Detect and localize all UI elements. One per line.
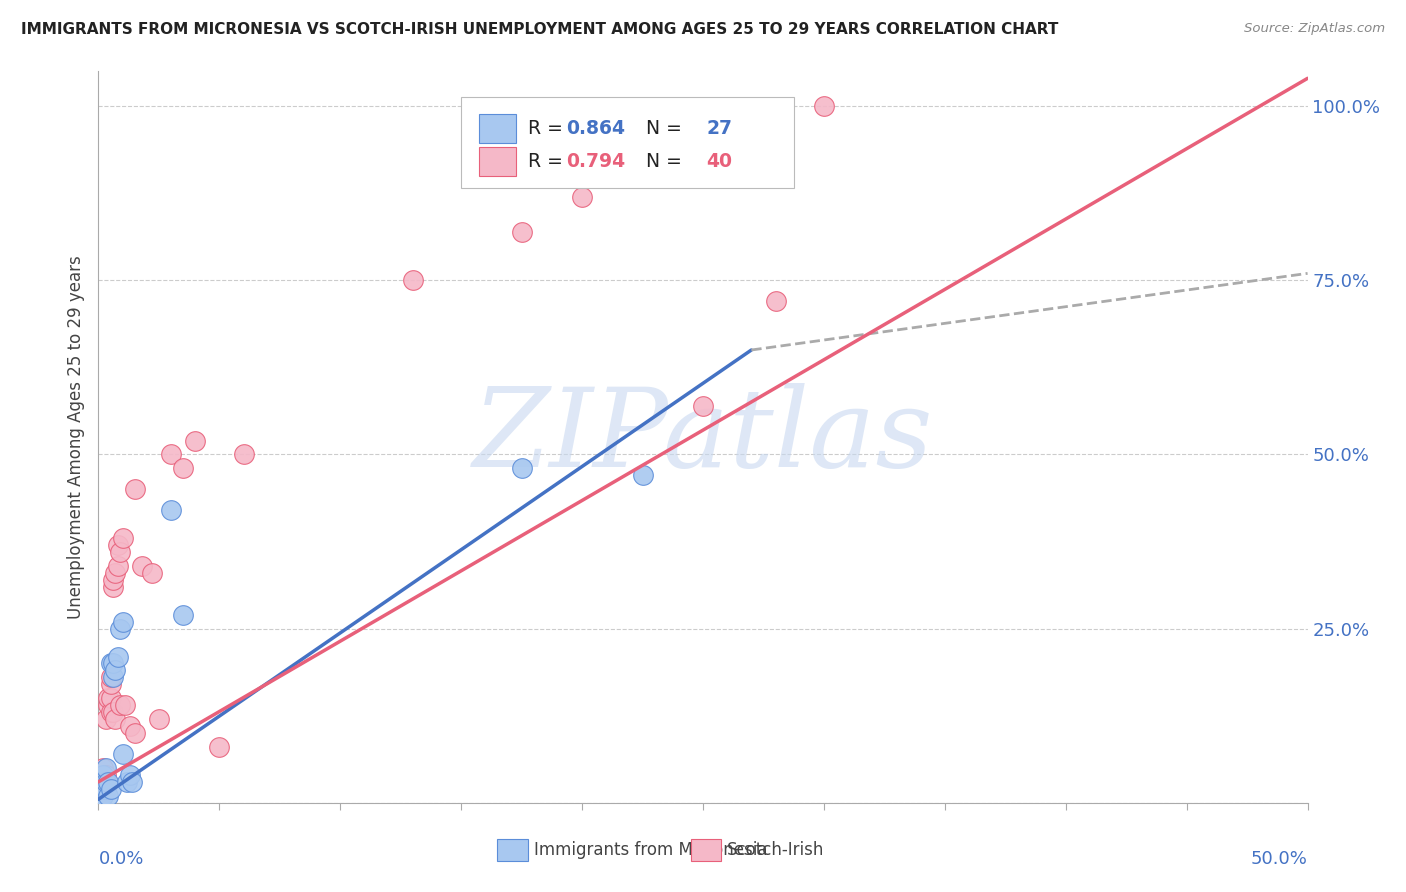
Point (90, 775, 112, 789)
Point (107, 538, 129, 552)
Point (172, 607, 194, 622)
Point (97, 789, 120, 803)
Point (100, 781, 122, 796)
Text: Scotch-Irish: Scotch-Irish (727, 841, 824, 859)
Point (104, 712, 127, 726)
Point (124, 483, 146, 497)
Point (101, 657, 124, 671)
Point (510, 461, 533, 475)
Point (91, 781, 114, 796)
Point (94, 768, 117, 782)
Text: Immigrants from Micronesia: Immigrants from Micronesia (534, 841, 768, 859)
Text: ZIPatlas: ZIPatlas (472, 384, 934, 491)
Point (631, 468, 654, 483)
Point (111, 531, 134, 545)
Point (108, 698, 131, 713)
Point (101, 705, 124, 719)
Point (100, 691, 122, 706)
Point (148, 712, 170, 726)
Text: 27: 27 (707, 119, 733, 138)
Point (100, 657, 122, 671)
Point (571, 190, 593, 204)
Text: N =: N = (634, 152, 688, 171)
Point (124, 726, 146, 740)
Point (692, 399, 714, 413)
Point (765, 294, 787, 309)
Point (107, 558, 129, 573)
Text: 40: 40 (707, 152, 733, 171)
FancyBboxPatch shape (461, 97, 793, 188)
Point (813, 99, 835, 113)
Point (101, 580, 124, 594)
Point (510, 225, 533, 239)
Point (172, 461, 194, 475)
Point (90, 781, 112, 796)
Text: R =: R = (527, 152, 568, 171)
Point (94, 775, 117, 789)
Bar (690, 839, 721, 862)
Point (90, 781, 112, 796)
Point (121, 775, 143, 789)
Point (118, 719, 141, 733)
Bar (479, 114, 516, 143)
Point (118, 768, 141, 782)
Point (94, 712, 117, 726)
Point (232, 448, 254, 462)
Point (104, 664, 127, 678)
Bar (479, 146, 516, 176)
Point (141, 566, 163, 580)
Text: Source: ZipAtlas.com: Source: ZipAtlas.com (1244, 22, 1385, 36)
Point (114, 698, 136, 713)
Y-axis label: Unemployment Among Ages 25 to 29 years: Unemployment Among Ages 25 to 29 years (66, 255, 84, 619)
Point (160, 448, 183, 462)
Point (94, 781, 117, 796)
Text: 50.0%: 50.0% (1251, 850, 1308, 868)
Text: R =: R = (527, 119, 568, 138)
Point (101, 670, 124, 684)
Point (160, 503, 183, 517)
Point (100, 705, 122, 719)
Text: N =: N = (634, 119, 688, 138)
Text: IMMIGRANTS FROM MICRONESIA VS SCOTCH-IRISH UNEMPLOYMENT AMONG AGES 25 TO 29 YEAR: IMMIGRANTS FROM MICRONESIA VS SCOTCH-IRI… (21, 22, 1059, 37)
Point (402, 273, 425, 287)
Point (91, 775, 114, 789)
Point (91, 768, 114, 782)
Point (90, 789, 112, 803)
Bar (498, 839, 527, 862)
Point (117, 775, 139, 789)
Point (208, 740, 231, 755)
Point (108, 622, 131, 636)
Point (104, 566, 127, 580)
Point (94, 761, 117, 775)
Point (107, 649, 129, 664)
Point (131, 558, 153, 573)
Point (97, 775, 120, 789)
Point (100, 677, 122, 691)
Point (184, 434, 207, 448)
Point (111, 747, 134, 761)
Point (91, 789, 114, 803)
Text: 0.864: 0.864 (567, 119, 626, 138)
Point (90, 789, 112, 803)
Point (97, 698, 120, 713)
Point (108, 545, 131, 559)
Point (101, 573, 124, 587)
Text: 0.0%: 0.0% (98, 850, 143, 868)
Text: 0.794: 0.794 (567, 152, 626, 171)
Point (97, 691, 120, 706)
Point (91, 761, 114, 775)
Point (100, 670, 122, 684)
Point (111, 615, 134, 629)
